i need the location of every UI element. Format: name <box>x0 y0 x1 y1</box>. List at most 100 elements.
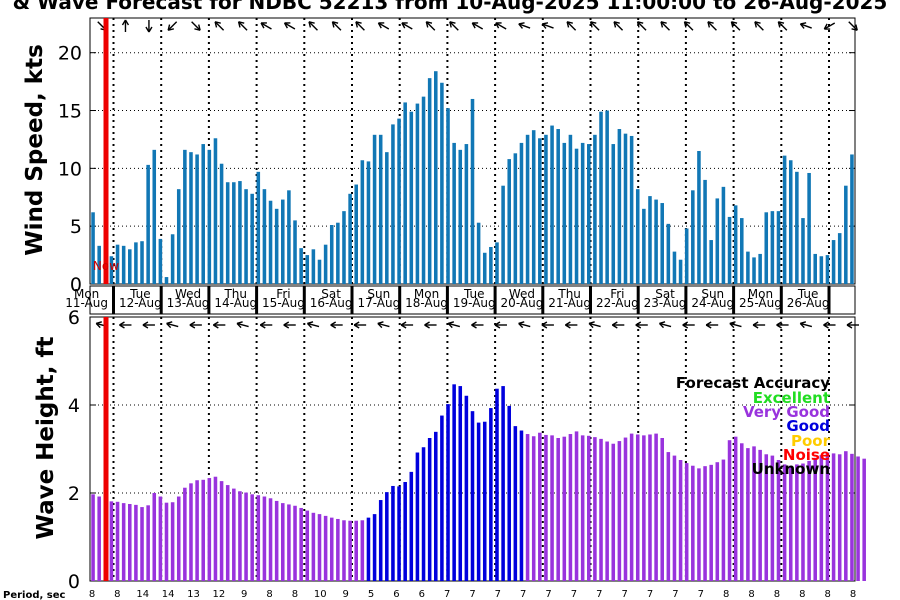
wind-bar <box>617 129 622 284</box>
wind-bar <box>305 255 310 284</box>
wave-bar <box>746 448 750 581</box>
wind-bar <box>366 161 371 284</box>
wind-bar <box>183 149 187 284</box>
wind-direction-arrow <box>660 21 670 31</box>
wind-direction-arrow <box>471 22 484 30</box>
wave-bar <box>207 478 212 581</box>
wind-bar <box>513 153 518 284</box>
wave-bar <box>715 462 720 581</box>
wind-direction-arrow <box>777 21 788 31</box>
wind-y-tick-label: 20 <box>58 43 82 65</box>
wave-bar <box>446 404 450 581</box>
wind-bar <box>195 154 199 284</box>
wave-bar <box>672 455 677 581</box>
wave-y-axis-label: Wave Height, ft <box>33 337 59 540</box>
wave-bar <box>617 441 622 581</box>
wind-bar <box>360 160 365 284</box>
wave-bar <box>434 431 438 581</box>
period-value: 8 <box>748 589 754 600</box>
wave-bar <box>311 512 316 581</box>
wind-bar <box>850 154 854 284</box>
wind-bar <box>440 82 444 284</box>
wave-bar <box>158 496 163 581</box>
wind-direction-arrow <box>377 22 390 30</box>
wave-bar <box>568 434 573 581</box>
wave-direction-arrow <box>166 321 179 329</box>
wind-direction-arrow <box>683 21 694 31</box>
period-value: 8 <box>799 589 805 600</box>
wave-bar <box>709 464 713 581</box>
wind-direction-arrow <box>823 22 836 30</box>
day-label: Thu <box>223 287 247 301</box>
wind-bar <box>538 138 542 284</box>
wind-bar <box>740 218 744 284</box>
wave-height-chart: 0 2 4 6 8 8 14 14 13 12 9 8 8 10 9 5 6 6 7 7 7 7 7 7 7 7 7 7 7 8 8 8 8 8 8 <box>68 307 866 600</box>
wave-bar <box>403 482 407 581</box>
chart-title: & Wave Forecast for NDBC 52213 from 10-A… <box>13 0 888 14</box>
wave-bar <box>476 422 481 581</box>
wave-bar <box>421 447 426 581</box>
wave-bar <box>219 481 224 581</box>
wind-y-tick-label: 5 <box>70 216 82 238</box>
wind-bar <box>764 212 769 284</box>
wave-bar <box>128 504 132 581</box>
wave-bar <box>440 415 444 581</box>
wave-bar <box>323 515 328 581</box>
wind-bar <box>109 256 114 284</box>
period-value: 7 <box>520 589 526 600</box>
wind-bar <box>642 208 646 284</box>
wave-bar <box>201 479 205 581</box>
wind-bar <box>391 124 395 285</box>
wave-bar <box>666 452 671 581</box>
wind-direction-arrow <box>191 21 201 31</box>
wind-bar <box>844 185 848 284</box>
date-label: 18-Aug <box>405 296 448 310</box>
wave-bar <box>342 520 346 581</box>
wave-bar <box>721 459 726 581</box>
wave-bar <box>360 520 365 581</box>
legend-item-good: Good <box>786 417 830 435</box>
wind-bar <box>752 257 756 284</box>
wave-y-tick-label: 0 <box>68 571 80 593</box>
day-label: Fri <box>276 287 290 301</box>
wind-bar <box>684 228 689 284</box>
wave-bar <box>244 492 248 581</box>
wave-bar <box>629 433 634 581</box>
date-label: 12-Aug <box>119 296 162 310</box>
wave-direction-arrow <box>471 321 484 329</box>
wave-direction-arrow <box>377 321 390 329</box>
wave-direction-arrow <box>119 321 132 329</box>
wave-bar <box>513 426 518 581</box>
wave-bar <box>837 454 842 581</box>
wave-bar <box>452 384 456 581</box>
date-label: 15-Aug <box>262 296 305 310</box>
period-value: 7 <box>545 589 551 600</box>
wave-bar <box>274 500 279 581</box>
wave-direction-arrow <box>494 321 507 329</box>
wind-bar <box>556 129 560 284</box>
wave-bar <box>807 460 811 581</box>
wave-y-tick-label: 6 <box>68 307 80 329</box>
wave-bar <box>752 446 756 581</box>
wave-bar <box>164 502 169 581</box>
wave-bar <box>299 507 303 581</box>
wave-bar <box>844 451 848 581</box>
wave-bar <box>115 501 120 581</box>
wave-bar <box>366 517 371 581</box>
wave-bar <box>831 453 836 581</box>
wind-bar <box>672 251 677 284</box>
wind-direction-arrow <box>425 21 436 31</box>
period-value: 8 <box>774 589 780 600</box>
wave-direction-arrow <box>752 321 766 329</box>
wind-bar <box>372 134 377 284</box>
wave-bar <box>538 432 542 581</box>
wave-bar <box>788 465 793 581</box>
wind-bar <box>654 199 658 284</box>
wave-bar <box>850 453 854 581</box>
wind-direction-arrow <box>331 21 342 31</box>
wave-bar <box>758 449 762 581</box>
wave-bar <box>176 496 181 581</box>
wind-bar <box>121 245 126 284</box>
wind-direction-arrow <box>799 22 812 29</box>
